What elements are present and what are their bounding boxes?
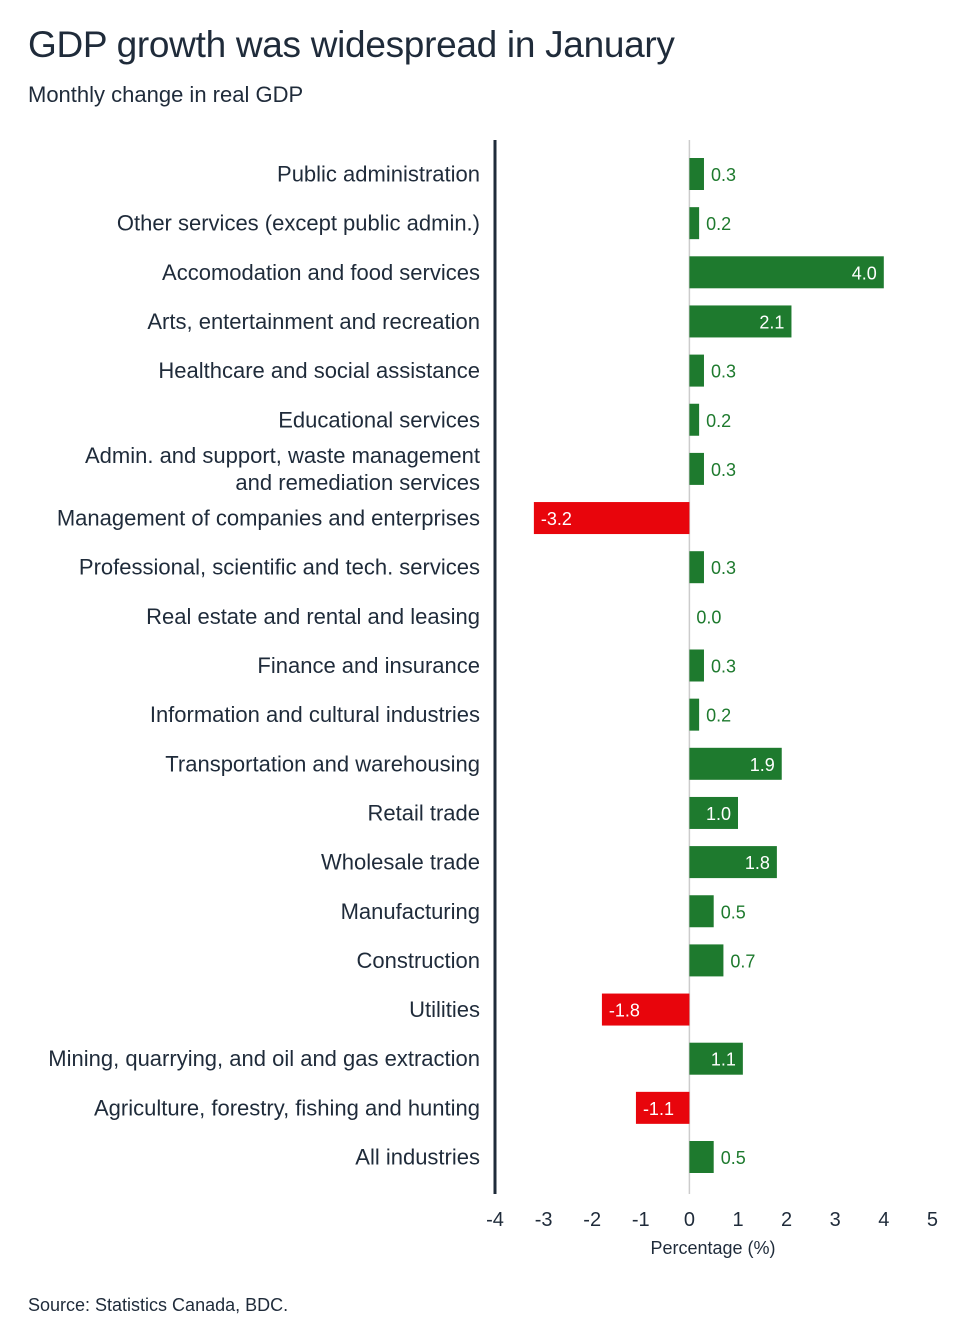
value-label: 4.0 <box>852 263 877 283</box>
value-label: 0.7 <box>730 951 755 971</box>
category-label: Admin. and support, waste management <box>85 443 480 468</box>
value-label: 1.9 <box>750 755 775 775</box>
value-label: 0.5 <box>721 902 746 922</box>
value-label: -1.8 <box>609 1001 640 1021</box>
bar-positive <box>689 1141 714 1173</box>
value-label: 2.1 <box>759 312 784 332</box>
category-label: Utilities <box>409 997 480 1022</box>
category-label: Management of companies and enterprises <box>57 506 480 531</box>
value-label: 0.5 <box>721 1148 746 1168</box>
value-label: 0.3 <box>711 165 736 185</box>
category-label: Agriculture, forestry, fishing and hunti… <box>94 1095 480 1120</box>
bar-positive <box>689 747 782 780</box>
value-label: -1.1 <box>643 1099 674 1119</box>
bar-positive <box>689 944 724 977</box>
bar-positive <box>689 256 884 289</box>
value-label: 1.8 <box>745 853 770 873</box>
category-label: Wholesale trade <box>321 850 480 875</box>
bar-positive <box>689 452 704 485</box>
category-label: Educational services <box>278 407 480 432</box>
source-note: Source: Statistics Canada, BDC. <box>28 1295 289 1315</box>
x-tick-label: 3 <box>830 1209 841 1231</box>
category-label: Finance and insurance <box>257 653 480 678</box>
category-label: Other services (except public admin.) <box>117 211 480 236</box>
x-axis-title: Percentage (%) <box>650 1238 775 1258</box>
value-label: -3.2 <box>541 509 572 529</box>
value-label: 0.3 <box>711 362 736 382</box>
x-tick-label: -3 <box>535 1209 553 1231</box>
category-label: Manufacturing <box>341 899 480 924</box>
category-label: Real estate and rental and leasing <box>146 604 480 629</box>
x-tick-label: -1 <box>632 1209 650 1231</box>
value-label: 0.3 <box>711 460 736 480</box>
bar-positive <box>689 796 738 829</box>
x-tick-label: 5 <box>927 1209 938 1231</box>
bar-positive <box>689 698 700 731</box>
value-label: 0.2 <box>706 706 731 726</box>
category-label: Public administration <box>277 162 480 187</box>
x-tick-label: 4 <box>878 1209 889 1231</box>
x-tick-label: -2 <box>583 1209 601 1231</box>
value-label: 0.2 <box>706 214 731 234</box>
bar-positive <box>689 354 704 387</box>
value-label: 0.2 <box>706 411 731 431</box>
category-label: Arts, entertainment and recreation <box>147 309 480 334</box>
chart-subtitle: Monthly change in real GDP <box>28 82 304 107</box>
category-label: Retail trade <box>367 800 480 825</box>
bar-positive <box>689 158 704 190</box>
bar-negative <box>533 502 690 535</box>
bar-positive <box>689 1042 743 1075</box>
value-label: 0.3 <box>711 558 736 578</box>
bar-negative <box>635 1091 690 1124</box>
category-label: Healthcare and social assistance <box>158 358 480 383</box>
value-label: 1.1 <box>711 1050 736 1070</box>
x-tick-label: 2 <box>781 1209 792 1231</box>
value-label: 0.3 <box>711 657 736 677</box>
category-label: Transportation and warehousing <box>165 751 480 776</box>
category-label: Professional, scientific and tech. servi… <box>79 555 480 580</box>
bar-positive <box>689 649 704 682</box>
category-label: Construction <box>356 948 480 973</box>
x-tick-label: 0 <box>684 1209 695 1231</box>
value-label: 0.0 <box>696 607 721 627</box>
value-label: 1.0 <box>706 804 731 824</box>
bar-positive <box>689 846 777 879</box>
bar-positive <box>689 403 700 436</box>
x-tick-label: 1 <box>732 1209 743 1231</box>
category-label: All industries <box>355 1145 480 1170</box>
bar-negative <box>601 993 690 1026</box>
bar-positive <box>689 895 714 928</box>
bar-positive <box>689 207 700 240</box>
category-label: and remediation services <box>235 470 480 495</box>
category-label: Information and cultural industries <box>150 702 480 727</box>
category-label: Mining, quarrying, and oil and gas extra… <box>48 1046 480 1071</box>
chart-title: GDP growth was widespread in January <box>28 24 675 65</box>
bar-positive <box>689 305 792 338</box>
bar-positive <box>689 551 704 584</box>
category-label: Accomodation and food services <box>162 260 480 285</box>
x-tick-label: -4 <box>486 1209 504 1231</box>
